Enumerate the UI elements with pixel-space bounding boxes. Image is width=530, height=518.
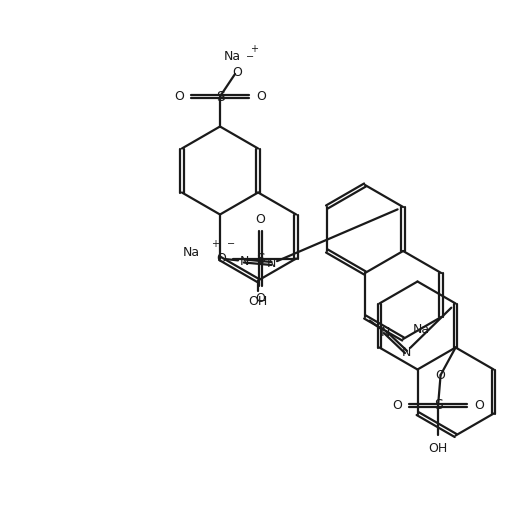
Text: S: S	[216, 90, 224, 104]
Text: O: O	[474, 398, 484, 411]
Text: N: N	[240, 254, 249, 267]
Text: S: S	[434, 398, 443, 412]
Text: S: S	[256, 252, 264, 266]
Text: $^{-}$: $^{-}$	[226, 240, 235, 254]
Text: $^{+}$: $^{+}$	[250, 44, 260, 57]
Text: OH: OH	[249, 295, 268, 308]
Text: O: O	[256, 90, 266, 103]
Text: O: O	[255, 212, 265, 225]
Text: Na: Na	[183, 246, 200, 259]
Text: Na: Na	[413, 323, 430, 336]
Text: O: O	[436, 368, 446, 381]
Text: Na: Na	[224, 50, 241, 63]
Text: $^{+}$: $^{+}$	[211, 239, 220, 253]
Text: OH: OH	[428, 441, 448, 454]
Text: O: O	[232, 65, 242, 79]
Text: $^{-}$: $^{-}$	[245, 53, 254, 67]
Text: O: O	[216, 252, 226, 265]
Text: N: N	[267, 257, 276, 270]
Text: O: O	[255, 292, 265, 305]
Text: N: N	[401, 346, 411, 358]
Text: N: N	[381, 325, 390, 338]
Text: O: O	[174, 90, 184, 103]
Text: O: O	[392, 398, 402, 411]
